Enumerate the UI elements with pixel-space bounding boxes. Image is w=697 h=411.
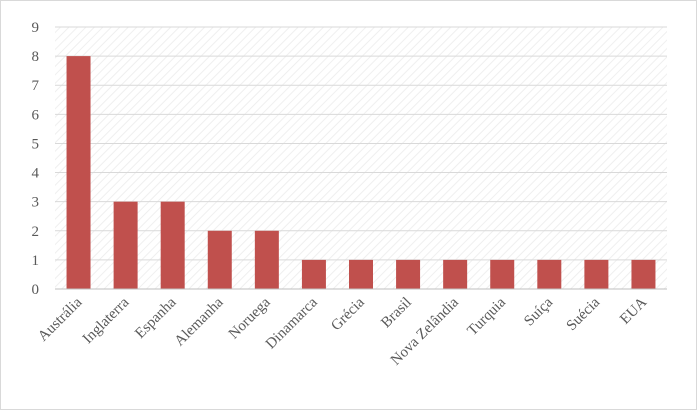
x-tick-label: Inglaterra (80, 294, 133, 347)
y-tick-label: 4 (32, 166, 40, 182)
y-tick-label: 3 (32, 195, 40, 211)
bar (207, 230, 232, 289)
x-tick-label: Suécia (564, 294, 604, 334)
bar (160, 201, 185, 289)
x-tick-label: Grécia (328, 294, 368, 334)
y-tick-label: 9 (32, 20, 40, 36)
bar (490, 259, 515, 289)
y-tick-label: 0 (32, 282, 40, 298)
bar (443, 259, 468, 289)
bar (254, 230, 279, 289)
y-tick-label: 8 (32, 49, 40, 65)
bar (631, 259, 656, 289)
x-tick-label: Austrália (35, 294, 85, 344)
x-tick-label: Noruega (226, 294, 274, 342)
bar (396, 259, 421, 289)
y-tick-label: 2 (32, 224, 40, 240)
y-axis: 0 1 2 3 4 5 6 7 8 9 (32, 20, 40, 298)
x-tick-label: Suíça (521, 294, 556, 329)
x-tick-label: Alemanha (172, 294, 227, 349)
x-tick-label: Espanha (132, 294, 179, 341)
x-tick-label: EUA (617, 294, 650, 327)
bar (537, 259, 562, 289)
y-tick-label: 5 (32, 136, 40, 152)
bar (584, 259, 609, 289)
gridlines (55, 26, 667, 261)
bars (66, 56, 656, 289)
y-tick-label: 7 (32, 78, 40, 94)
plot-area (55, 27, 667, 289)
bar (66, 56, 91, 289)
bar (349, 259, 373, 289)
x-tick-label: Turquia (465, 294, 510, 339)
y-tick-label: 6 (32, 107, 40, 123)
bar (301, 259, 326, 289)
x-tick-label: Dinamarca (263, 294, 321, 352)
bar (113, 201, 138, 289)
y-tick-label: 1 (32, 253, 40, 269)
x-tick-label: Brasil (378, 295, 415, 332)
